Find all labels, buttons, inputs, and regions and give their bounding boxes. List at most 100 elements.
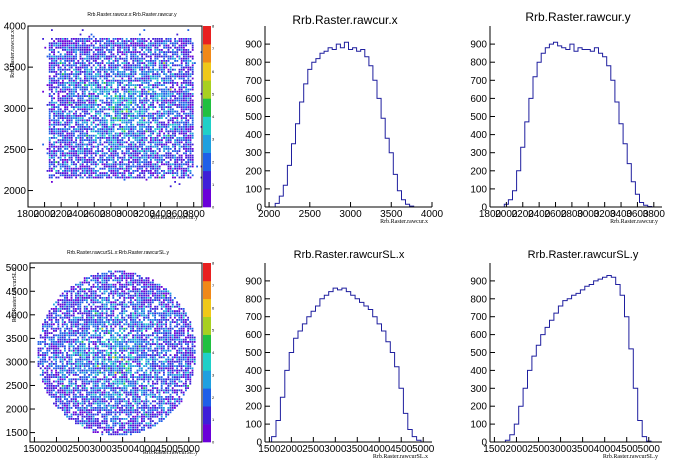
heatmap-cell xyxy=(187,141,190,144)
heatmap-cell xyxy=(77,97,80,100)
heatmap-cell xyxy=(59,393,62,396)
heatmap-cell xyxy=(110,46,113,49)
heatmap-cell xyxy=(55,316,57,319)
heatmap-cell xyxy=(81,283,84,286)
heatmap-cell xyxy=(132,46,135,49)
heatmap-cell xyxy=(86,73,88,75)
heatmap-cell xyxy=(88,71,91,73)
heatmap-cell xyxy=(66,314,68,317)
heatmap-cell xyxy=(154,170,157,172)
heatmap-cell xyxy=(79,165,82,168)
heatmap-cell xyxy=(121,112,124,115)
heatmap-cell xyxy=(68,312,71,315)
heatmap-cell xyxy=(123,51,126,53)
heatmap-cell xyxy=(42,143,44,146)
heatmap-cell xyxy=(61,354,64,356)
heatmap-cell xyxy=(172,167,174,170)
heatmap-cell xyxy=(51,86,53,89)
heatmap-cell xyxy=(101,409,104,411)
heatmap-cell xyxy=(53,141,55,144)
heatmap-cell xyxy=(114,172,117,174)
heatmap-cell xyxy=(83,332,86,334)
heatmap-cell xyxy=(88,139,91,141)
heatmap-cell xyxy=(108,321,110,323)
heatmap-cell xyxy=(174,148,176,150)
heatmap-cell xyxy=(88,172,91,174)
heatmap-cell xyxy=(178,165,181,168)
heatmap-cell xyxy=(86,126,88,128)
heatmap-cell xyxy=(154,128,157,130)
heatmap-cell xyxy=(44,380,46,383)
heatmap-cell xyxy=(48,338,51,341)
heatmap-cell xyxy=(39,354,42,356)
heatmap-cell xyxy=(97,79,99,82)
heatmap-cell xyxy=(92,391,95,394)
heatmap-cell xyxy=(112,154,115,157)
heatmap-cell xyxy=(134,53,137,56)
heatmap-cell xyxy=(77,292,79,295)
heatmap-cell xyxy=(68,97,71,100)
heatmap-cell xyxy=(145,110,148,113)
heatmap-cell xyxy=(97,407,99,409)
heatmap-cell xyxy=(99,356,101,359)
heatmap-cell xyxy=(53,167,55,170)
heatmap-cell xyxy=(77,413,79,416)
heatmap-cell xyxy=(134,170,137,172)
heatmap-cell xyxy=(44,345,46,348)
heatmap-cell xyxy=(172,172,174,174)
heatmap-cell xyxy=(90,86,93,89)
heatmap-cell xyxy=(84,161,86,163)
heatmap-cell xyxy=(46,389,49,392)
heatmap-cell xyxy=(139,137,141,139)
heatmap-cell xyxy=(86,172,88,174)
heatmap-cell xyxy=(53,312,55,315)
heatmap-cell xyxy=(103,349,106,352)
heatmap-cell xyxy=(84,112,86,115)
heatmap-cell xyxy=(103,429,106,431)
heatmap-cell xyxy=(81,358,84,361)
heatmap-cell xyxy=(101,126,104,128)
heatmap-cell xyxy=(77,308,79,310)
heatmap-cell xyxy=(66,398,68,400)
heatmap-cell xyxy=(174,130,176,133)
heatmap-cell xyxy=(105,396,108,398)
heatmap-cell xyxy=(156,55,159,58)
heatmap-cell xyxy=(185,106,187,108)
heatmap-cell xyxy=(191,134,194,137)
heatmap-cell xyxy=(152,172,154,174)
heatmap-cell xyxy=(59,44,62,47)
heatmap-cell xyxy=(114,38,117,40)
heatmap-cell xyxy=(110,316,112,319)
heatmap-cell xyxy=(86,380,88,383)
heatmap-cell xyxy=(88,112,91,115)
heatmap-cell xyxy=(161,115,163,117)
heatmap-cell xyxy=(101,119,104,122)
heatmap-cell xyxy=(145,145,148,148)
heatmap-cell xyxy=(90,422,93,425)
heatmap-cell xyxy=(81,64,84,67)
heatmap-cell xyxy=(48,156,51,159)
heatmap-cell xyxy=(72,391,75,394)
heatmap-cell xyxy=(37,356,40,359)
heatmap-cell xyxy=(174,141,176,144)
heatmap-cell xyxy=(59,134,62,137)
heatmap-cell xyxy=(110,272,112,275)
heatmap-cell xyxy=(123,121,126,124)
heatmap-cell xyxy=(103,286,106,288)
heatmap-cell xyxy=(180,49,183,51)
heatmap-cell xyxy=(79,130,82,133)
heatmap-cell xyxy=(64,101,66,104)
heatmap-cell xyxy=(167,46,170,49)
heatmap-cell xyxy=(99,90,102,93)
heatmap-cell xyxy=(59,343,62,345)
heatmap-cell xyxy=(53,123,55,126)
heatmap-cell xyxy=(79,402,82,405)
heatmap-cell xyxy=(112,123,115,126)
heatmap-cell xyxy=(103,325,106,328)
heatmap-cell xyxy=(108,49,110,51)
heatmap-cell xyxy=(44,358,46,361)
heatmap-cell xyxy=(62,55,64,58)
heatmap-cell xyxy=(61,371,64,374)
heatmap-cell xyxy=(156,115,159,117)
heatmap-cell xyxy=(130,77,132,80)
